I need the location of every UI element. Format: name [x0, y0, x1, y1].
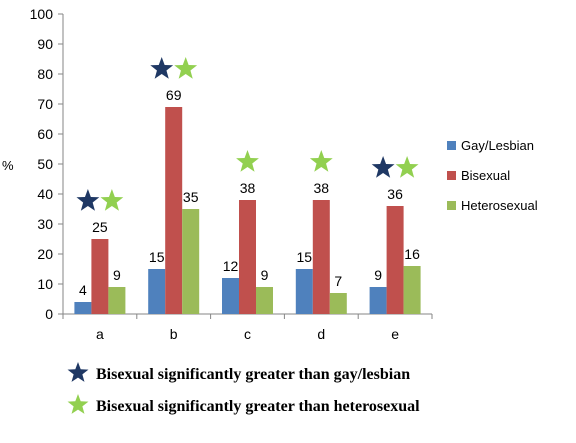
- note-text: Bisexual significantly greater than hete…: [96, 398, 420, 415]
- y-tick-label: 10: [37, 276, 53, 292]
- data-label: 35: [183, 189, 199, 205]
- bar: [256, 287, 273, 314]
- data-label: 12: [223, 258, 239, 274]
- bar: [295, 269, 313, 314]
- data-label: 9: [374, 267, 382, 283]
- bar: [165, 107, 183, 314]
- y-tick-label: 0: [45, 306, 53, 322]
- data-label: 36: [387, 186, 403, 202]
- y-tick-label: 50: [37, 156, 53, 172]
- bar: [312, 200, 330, 314]
- dark-blue-star-icon: [67, 362, 89, 382]
- star-icon-vs-heterosexual: [100, 189, 124, 211]
- data-label: 15: [297, 249, 313, 265]
- green-star-icon: [67, 394, 89, 414]
- y-tick-label: 30: [37, 216, 53, 232]
- bar: [403, 266, 421, 314]
- bar: [148, 269, 166, 314]
- data-label: 38: [314, 180, 330, 196]
- y-tick-label: 20: [37, 246, 53, 262]
- data-label: 25: [92, 219, 108, 235]
- legend-swatch: [447, 171, 456, 180]
- star-icon-vs-heterosexual: [309, 150, 333, 172]
- star-icon-vs-gay-lesbian: [150, 57, 174, 79]
- y-tick-label: 100: [30, 6, 54, 22]
- y-tick-label: 90: [37, 36, 53, 52]
- bar: [182, 209, 200, 314]
- y-axis-label: %: [2, 158, 14, 173]
- bar: [108, 287, 126, 314]
- y-tick-label: 40: [37, 186, 53, 202]
- star-icon-vs-gay-lesbian: [76, 189, 100, 211]
- data-label: 69: [166, 87, 182, 103]
- x-tick-label: b: [170, 326, 178, 342]
- bar: [74, 302, 92, 314]
- star-icon-vs-heterosexual: [395, 156, 419, 178]
- star-icon-vs-heterosexual: [236, 150, 259, 172]
- bar: [239, 200, 256, 314]
- legend-label: Heterosexual: [461, 198, 538, 213]
- data-label: 16: [404, 246, 420, 262]
- data-label: 9: [261, 267, 269, 283]
- x-tick-label: e: [391, 326, 399, 342]
- y-tick-label: 70: [37, 96, 53, 112]
- data-label: 15: [149, 249, 165, 265]
- note-text: Bisexual significantly greater than gay/…: [96, 366, 410, 383]
- bar: [222, 278, 239, 314]
- y-tick-label: 60: [37, 126, 53, 142]
- data-label: 9: [113, 267, 121, 283]
- star-icon-vs-gay-lesbian: [371, 156, 395, 178]
- bar: [386, 206, 404, 314]
- y-tick-label: 80: [37, 66, 53, 82]
- legend-label: Bisexual: [461, 168, 510, 183]
- data-label: 7: [334, 273, 342, 289]
- x-tick-label: a: [96, 326, 104, 342]
- legend-swatch: [447, 141, 456, 150]
- bar: [369, 287, 387, 314]
- x-tick-label: d: [317, 326, 325, 342]
- data-label: 4: [79, 282, 87, 298]
- axes: 0 10 20 30 40 50 60 70 80 90 100 a b c d e: [30, 6, 433, 342]
- bars: 4 25 9 15 69 35 12 38 9 15 38 7 9 36 16: [74, 87, 421, 314]
- legend: Gay/Lesbian Bisexual Heterosexual: [447, 138, 538, 213]
- data-label: 38: [240, 180, 256, 196]
- notes: Bisexual significantly greater than gay/…: [67, 362, 420, 415]
- bar: [329, 293, 347, 314]
- legend-swatch: [447, 201, 456, 210]
- x-tick-label: c: [244, 326, 251, 342]
- star-icon-vs-heterosexual: [174, 57, 198, 79]
- legend-label: Gay/Lesbian: [461, 138, 534, 153]
- significance-stars: [76, 57, 419, 211]
- bar: [91, 239, 109, 314]
